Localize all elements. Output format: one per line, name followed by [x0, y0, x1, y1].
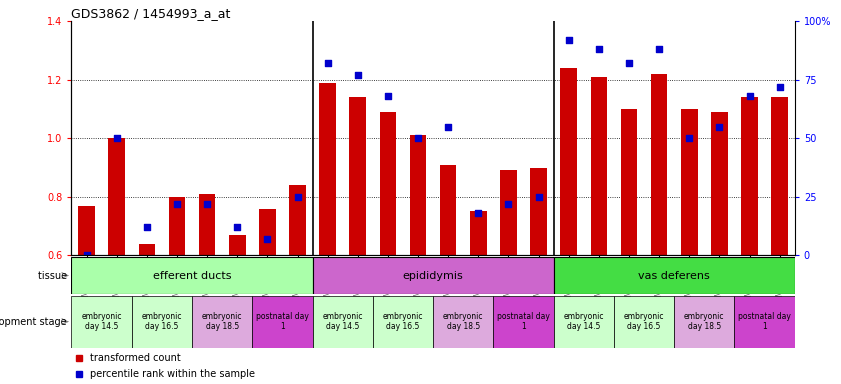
Point — [170, 201, 183, 207]
Bar — [531, 167, 547, 255]
Point — [110, 135, 124, 141]
Bar — [192, 296, 252, 348]
Text: tissue: tissue — [38, 270, 70, 281]
Text: percentile rank within the sample: percentile rank within the sample — [89, 369, 255, 379]
Text: development stage: development stage — [0, 316, 70, 327]
Bar — [741, 97, 758, 255]
Point — [140, 224, 154, 230]
Bar — [674, 296, 734, 348]
Point — [381, 93, 394, 99]
Bar — [313, 296, 373, 348]
Bar — [139, 243, 155, 255]
Text: vas deferens: vas deferens — [638, 270, 710, 281]
Point — [592, 46, 606, 52]
Bar — [614, 296, 674, 348]
Bar — [734, 296, 795, 348]
Point — [562, 37, 575, 43]
Bar — [252, 296, 313, 348]
Point — [351, 72, 364, 78]
Bar — [681, 109, 697, 255]
Point — [321, 60, 335, 66]
Bar — [500, 170, 516, 255]
Bar — [229, 235, 246, 255]
Point — [261, 236, 274, 242]
Text: efferent ducts: efferent ducts — [153, 270, 231, 281]
Point — [683, 135, 696, 141]
Bar — [169, 197, 185, 255]
Bar — [313, 257, 553, 294]
Bar — [259, 209, 276, 255]
Bar — [440, 165, 457, 255]
Bar — [494, 296, 553, 348]
Bar — [289, 185, 306, 255]
Bar — [71, 257, 313, 294]
Point — [502, 201, 516, 207]
Point — [472, 210, 485, 216]
Bar — [373, 296, 433, 348]
Point — [712, 123, 726, 129]
Text: embryonic
day 18.5: embryonic day 18.5 — [443, 312, 484, 331]
Point — [653, 46, 666, 52]
Bar — [560, 68, 577, 255]
Bar — [470, 212, 487, 255]
Point — [80, 252, 93, 258]
Text: embryonic
day 14.5: embryonic day 14.5 — [563, 312, 604, 331]
Point — [291, 194, 304, 200]
Text: embryonic
day 16.5: embryonic day 16.5 — [624, 312, 664, 331]
Bar — [553, 257, 795, 294]
Bar — [379, 112, 396, 255]
Bar — [590, 77, 607, 255]
Point — [411, 135, 425, 141]
Bar — [771, 97, 788, 255]
Bar — [553, 296, 614, 348]
Text: embryonic
day 16.5: embryonic day 16.5 — [383, 312, 423, 331]
Text: postnatal day
1: postnatal day 1 — [256, 312, 309, 331]
Bar — [711, 112, 727, 255]
Bar — [621, 109, 637, 255]
Text: embryonic
day 18.5: embryonic day 18.5 — [202, 312, 242, 331]
Bar — [108, 138, 125, 255]
Text: embryonic
day 18.5: embryonic day 18.5 — [684, 312, 725, 331]
Bar — [410, 135, 426, 255]
Point — [442, 123, 455, 129]
Text: transformed count: transformed count — [89, 353, 180, 362]
Text: epididymis: epididymis — [403, 270, 463, 281]
Point — [230, 224, 244, 230]
Bar — [78, 205, 95, 255]
Text: postnatal day
1: postnatal day 1 — [738, 312, 791, 331]
Point — [200, 201, 214, 207]
Point — [532, 194, 545, 200]
Point — [743, 93, 756, 99]
Text: GDS3862 / 1454993_a_at: GDS3862 / 1454993_a_at — [71, 7, 231, 20]
Point — [622, 60, 636, 66]
Bar — [71, 296, 132, 348]
Bar — [320, 83, 336, 255]
Bar — [132, 296, 192, 348]
Bar — [350, 97, 366, 255]
Text: embryonic
day 16.5: embryonic day 16.5 — [141, 312, 182, 331]
Point — [773, 84, 786, 90]
Bar — [651, 74, 668, 255]
Text: postnatal day
1: postnatal day 1 — [497, 312, 550, 331]
Bar — [198, 194, 215, 255]
Text: embryonic
day 14.5: embryonic day 14.5 — [82, 312, 122, 331]
Text: embryonic
day 14.5: embryonic day 14.5 — [322, 312, 363, 331]
Bar — [433, 296, 494, 348]
